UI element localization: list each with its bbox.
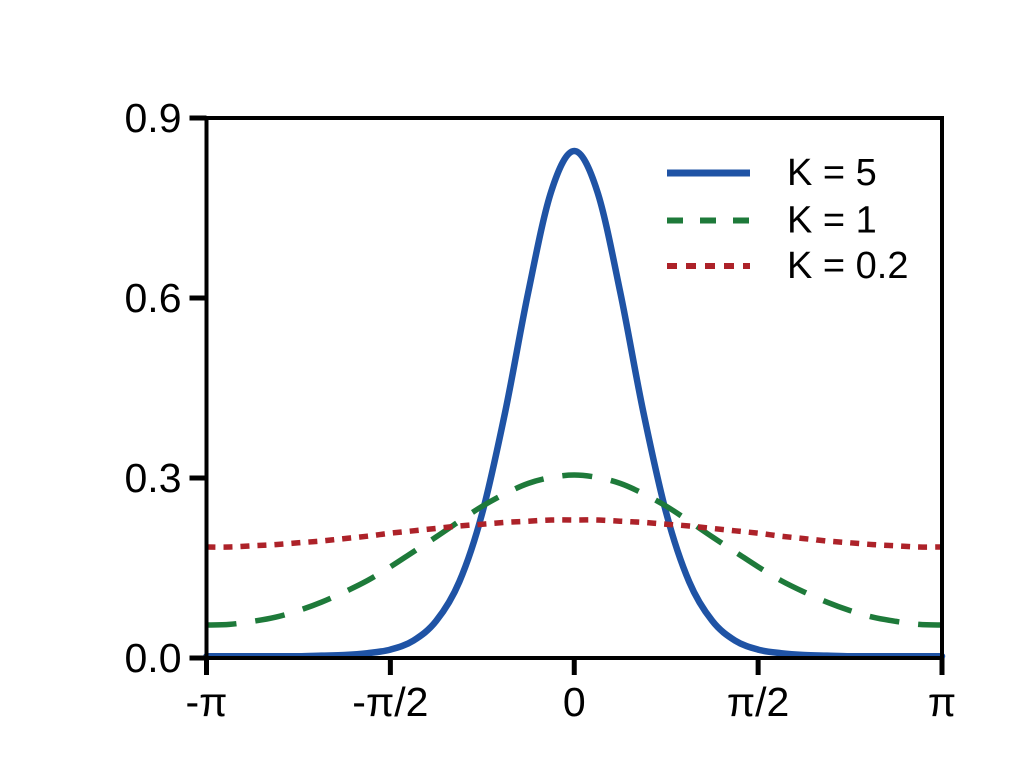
legend-label: K = 5 [787,152,877,194]
curve-k0.2 [206,517,943,550]
y-tick-label: 0.6 [125,275,182,321]
x-tick-label: -π [186,679,228,725]
x-tick-label: 0 [563,679,586,725]
legend: K = 5 K = 1K = 0.2 [667,152,908,287]
y-tick-label: 0.0 [125,635,182,681]
x-tick-label: -π/2 [352,679,428,725]
x-axis: -π -π/2 0 π/2 π [186,658,956,725]
x-tick-label: π/2 [727,679,789,725]
x-tick-label: π [928,679,956,725]
curve-k1 [206,472,943,628]
legend-entry: K = 5 [667,152,877,194]
legend-entry: K = 0.2 [667,245,908,287]
curve-k5 [203,147,946,660]
y-axis: 0.0 0.3 0.6 0.9 [125,95,207,681]
y-tick-label: 0.3 [125,455,182,501]
legend-label: K = 0.2 [787,245,908,287]
legend-entry: K = 1 [667,200,877,242]
y-tick-label: 0.9 [125,95,182,141]
legend-label: K = 1 [787,200,877,242]
curves [203,147,946,660]
